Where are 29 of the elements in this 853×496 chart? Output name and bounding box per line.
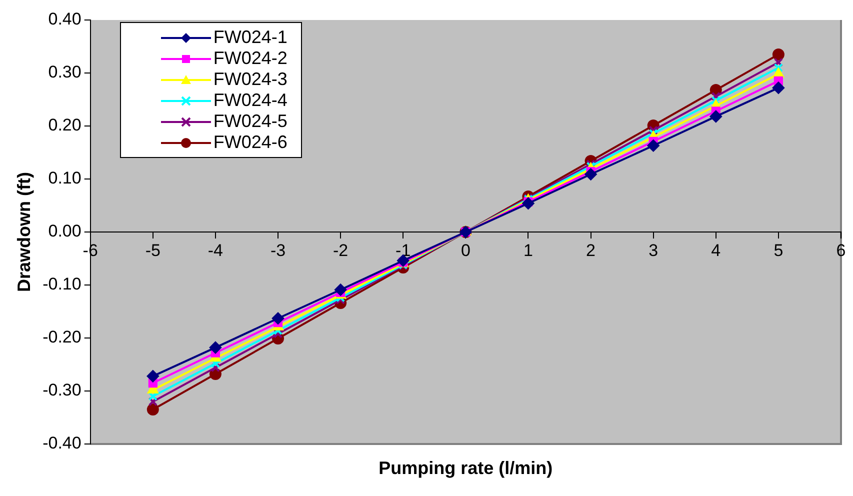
x-tick-label: 2: [586, 240, 596, 260]
legend-label: FW024-4: [213, 90, 288, 111]
x-tick-label: -4: [208, 240, 224, 260]
x-tick-label: -2: [333, 240, 348, 260]
y-tick-label: 0.20: [48, 116, 82, 135]
legend-label: FW024-6: [213, 132, 288, 153]
y-tick-label: -0.30: [42, 380, 82, 400]
legend-label: FW024-3: [213, 69, 288, 90]
x-tick-label: -3: [270, 240, 286, 260]
legend-label: FW024-5: [213, 111, 288, 132]
x-axis-title: Pumping rate (l/min): [378, 458, 553, 478]
x-tick-label: -5: [145, 240, 160, 260]
y-tick-label: -0.40: [42, 434, 82, 453]
x-tick-label: -1: [396, 240, 411, 260]
y-axis-title: Drawdown (ft): [14, 172, 34, 292]
legend-label: FW024-1: [213, 27, 288, 48]
y-tick-label: 0.10: [48, 168, 82, 188]
y-tick-label: -0.20: [42, 328, 82, 347]
legend-label: FW024-2: [213, 48, 288, 69]
y-tick-label: 0.30: [48, 62, 82, 82]
x-tick-label: 4: [711, 240, 721, 260]
x-tick-label: 5: [774, 240, 784, 260]
y-tick-label: -0.10: [42, 274, 82, 294]
x-tick-label: 0: [460, 240, 470, 260]
x-tick-label: 6: [836, 240, 846, 260]
x-tick-label: 3: [648, 240, 658, 260]
y-tick-label: 0.40: [48, 10, 82, 29]
x-tick-label: 1: [523, 240, 533, 260]
y-tick-label: 0.00: [48, 222, 82, 241]
